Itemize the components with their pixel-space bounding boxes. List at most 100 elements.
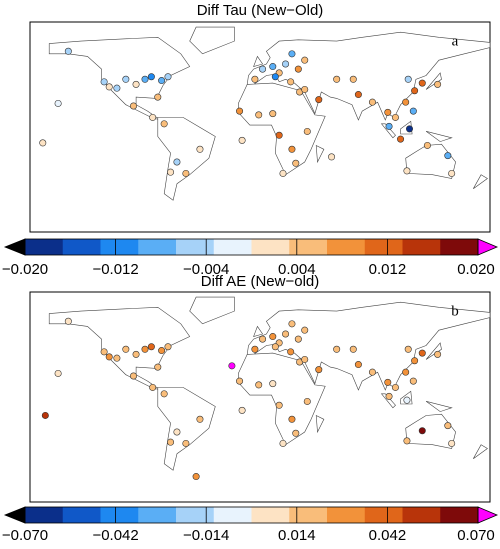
station	[275, 401, 283, 409]
station	[403, 167, 411, 175]
station	[158, 77, 166, 85]
station	[122, 75, 130, 83]
station	[405, 125, 413, 133]
station	[160, 390, 168, 398]
colorbar-tick-label: −0.014	[183, 527, 229, 544]
station	[149, 113, 157, 121]
station	[54, 369, 62, 377]
station	[196, 145, 204, 153]
station	[238, 406, 246, 414]
station	[303, 397, 311, 405]
station	[288, 50, 296, 58]
station	[384, 378, 392, 386]
station	[288, 145, 296, 153]
map-title: Diff Tau (New−Old)	[197, 2, 324, 19]
station	[255, 381, 263, 389]
panel-label: a	[452, 33, 459, 49]
station	[113, 84, 121, 92]
station	[147, 73, 155, 81]
station	[269, 110, 277, 118]
station	[41, 411, 49, 419]
colorbar-tick-label: −0.020	[2, 261, 48, 278]
station	[301, 85, 309, 93]
station	[196, 415, 204, 423]
colorbar-segment	[402, 239, 441, 255]
colorbar-segment	[138, 507, 177, 523]
station	[282, 330, 290, 338]
station	[349, 75, 357, 83]
station	[130, 102, 138, 110]
station	[39, 139, 47, 147]
colorbar-over	[477, 238, 499, 256]
station	[269, 333, 277, 341]
map-title: Diff AE (New−old)	[201, 273, 320, 290]
station	[292, 159, 300, 167]
station	[288, 415, 296, 423]
station	[141, 75, 149, 83]
colorbar-segment	[364, 239, 403, 255]
station	[403, 437, 411, 445]
station	[418, 349, 426, 357]
map-a-base	[29, 21, 491, 233]
station	[397, 135, 405, 143]
station	[154, 363, 162, 371]
station	[236, 377, 244, 385]
station	[404, 345, 412, 353]
station	[315, 96, 323, 104]
station	[122, 345, 130, 353]
colorbar-tick-label: 0.020	[457, 261, 495, 278]
station	[404, 75, 412, 83]
station	[301, 355, 309, 363]
station	[105, 83, 113, 91]
colorbar-segment	[25, 507, 64, 523]
station	[349, 345, 357, 353]
colorbar-segment	[62, 507, 101, 523]
colorbar-segment	[62, 239, 101, 255]
station	[411, 357, 419, 365]
station	[315, 366, 323, 374]
station	[354, 361, 362, 369]
station	[354, 91, 362, 99]
station	[64, 47, 72, 55]
colorbar-tick-label: 0.014	[278, 527, 316, 544]
station	[448, 169, 456, 177]
station	[132, 350, 140, 358]
colorbar-segment	[100, 239, 139, 255]
station	[130, 372, 138, 380]
station	[182, 439, 190, 447]
colorbar-under	[3, 506, 26, 524]
station	[100, 348, 108, 356]
station	[402, 368, 410, 376]
station	[251, 345, 259, 353]
station	[292, 429, 300, 437]
station	[423, 141, 431, 149]
colorbar-tick-label: −0.012	[92, 261, 138, 278]
colorbar-segment	[138, 239, 177, 255]
station	[287, 348, 295, 356]
station	[301, 56, 309, 64]
station	[147, 343, 155, 351]
station	[418, 427, 426, 435]
station	[409, 377, 417, 385]
station	[238, 136, 246, 144]
colorbar-segment	[440, 239, 479, 255]
station	[391, 383, 399, 391]
colorbar-segment	[402, 507, 441, 523]
station	[173, 158, 181, 166]
station	[402, 98, 410, 106]
colorbar-segment	[327, 239, 366, 255]
station	[409, 107, 417, 115]
station	[154, 93, 162, 101]
station	[182, 169, 190, 177]
station	[100, 78, 108, 86]
colorbar-segment	[289, 507, 328, 523]
colorbar-segment	[213, 507, 252, 523]
station	[385, 392, 393, 400]
station	[294, 65, 302, 73]
station	[228, 362, 236, 370]
station	[271, 343, 279, 351]
station	[167, 168, 175, 176]
colorbar-tick-label: 0.012	[369, 261, 407, 278]
station	[64, 317, 72, 325]
